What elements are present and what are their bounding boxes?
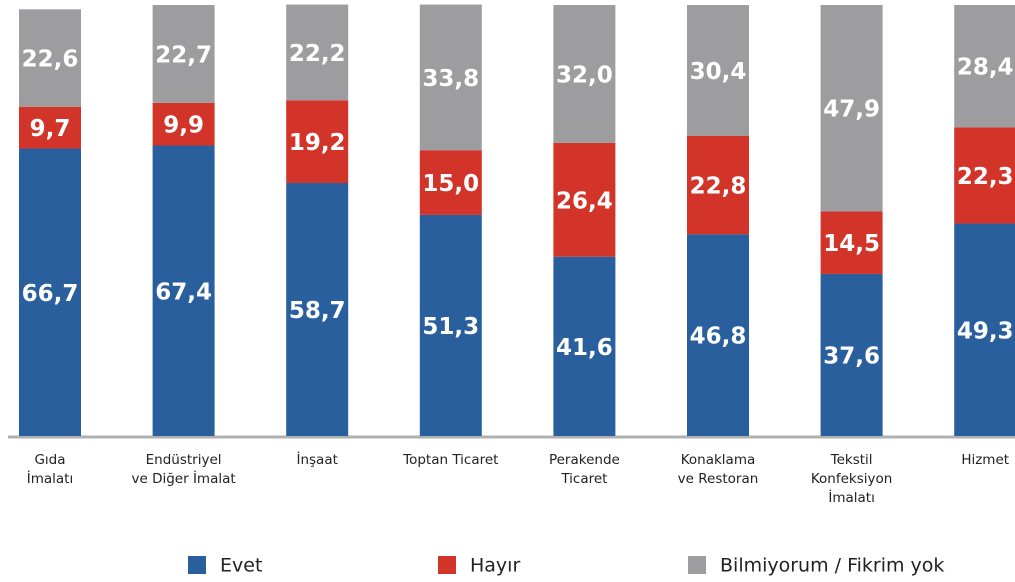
legend-swatch [438, 556, 456, 574]
x-tick-label: İnşaat [296, 450, 337, 468]
bar-segment [152, 102, 215, 146]
legend-label: Hayır [470, 555, 520, 577]
legend-swatch [688, 556, 706, 574]
bar-segment [954, 223, 1015, 436]
value-label: 22,7 [155, 42, 212, 68]
value-label: 32,0 [556, 62, 613, 88]
bar-segment [152, 5, 215, 103]
bar-segment [820, 5, 883, 212]
value-label: 19,2 [289, 130, 346, 156]
x-tick-label: İmalatı [828, 488, 874, 506]
x-tick-label: Konaklama [681, 452, 756, 468]
bar-segment [419, 150, 482, 215]
x-tick-label: ve Restoran [678, 471, 759, 487]
bar-segment [553, 142, 616, 257]
value-label: 51,3 [422, 314, 479, 340]
bar-segment [954, 127, 1015, 224]
x-tick-label: Hizmet [961, 452, 1009, 468]
bar-segment [152, 145, 215, 437]
bar-segment [19, 106, 81, 149]
bar-segment [820, 273, 883, 436]
bar-segment [687, 5, 749, 137]
bar-segment [553, 256, 616, 436]
value-label: 49,3 [957, 318, 1014, 344]
bar-segment [687, 234, 749, 436]
value-label: 22,3 [957, 164, 1014, 190]
value-label: 58,7 [289, 298, 346, 324]
bar-segment [286, 100, 349, 184]
value-label: 47,9 [823, 97, 880, 123]
value-label: 9,9 [163, 113, 204, 139]
bar-segment [820, 211, 883, 274]
legend-swatch [188, 556, 206, 574]
value-label: 9,7 [30, 116, 71, 142]
value-label: 67,4 [155, 279, 212, 305]
bar-segment [286, 4, 349, 101]
bar-segment [286, 183, 349, 436]
value-label: 37,6 [823, 343, 880, 369]
value-label: 26,4 [556, 188, 613, 214]
value-label: 41,6 [556, 335, 613, 361]
bar-segment [19, 148, 81, 436]
value-label: 46,8 [690, 324, 747, 350]
x-tick-label: İmalatı [27, 469, 73, 487]
value-label: 14,5 [823, 231, 880, 257]
value-label: 66,7 [22, 281, 79, 307]
legend-label: Evet [220, 555, 262, 577]
x-tick-label: Ticaret [560, 471, 607, 487]
bar-segment [687, 136, 749, 235]
value-label: 30,4 [690, 59, 747, 85]
bar-segment [954, 5, 1015, 128]
bar-segment [553, 5, 616, 143]
value-label: 22,6 [22, 47, 79, 73]
value-label: 15,0 [422, 171, 479, 197]
x-tick-label: Toptan Ticaret [402, 452, 498, 468]
x-tick-label: Konfeksiyon [811, 471, 892, 487]
value-label: 22,2 [289, 41, 346, 67]
bar-segment [19, 9, 81, 107]
legend-label: Bilmiyorum / Fikrim yok [720, 555, 944, 577]
x-tick-label: Tekstil [830, 452, 873, 468]
value-label: 28,4 [957, 55, 1014, 81]
x-tick-label: Gıda [34, 452, 65, 468]
x-tick-label: Endüstriyel [146, 452, 222, 468]
bar-segment [419, 214, 482, 436]
value-label: 22,8 [690, 174, 747, 200]
x-tick-label: ve Diğer İmalat [132, 469, 236, 487]
value-label: 33,8 [422, 66, 479, 92]
x-tick-label: Perakende [549, 452, 620, 468]
bar-segment [419, 4, 482, 151]
